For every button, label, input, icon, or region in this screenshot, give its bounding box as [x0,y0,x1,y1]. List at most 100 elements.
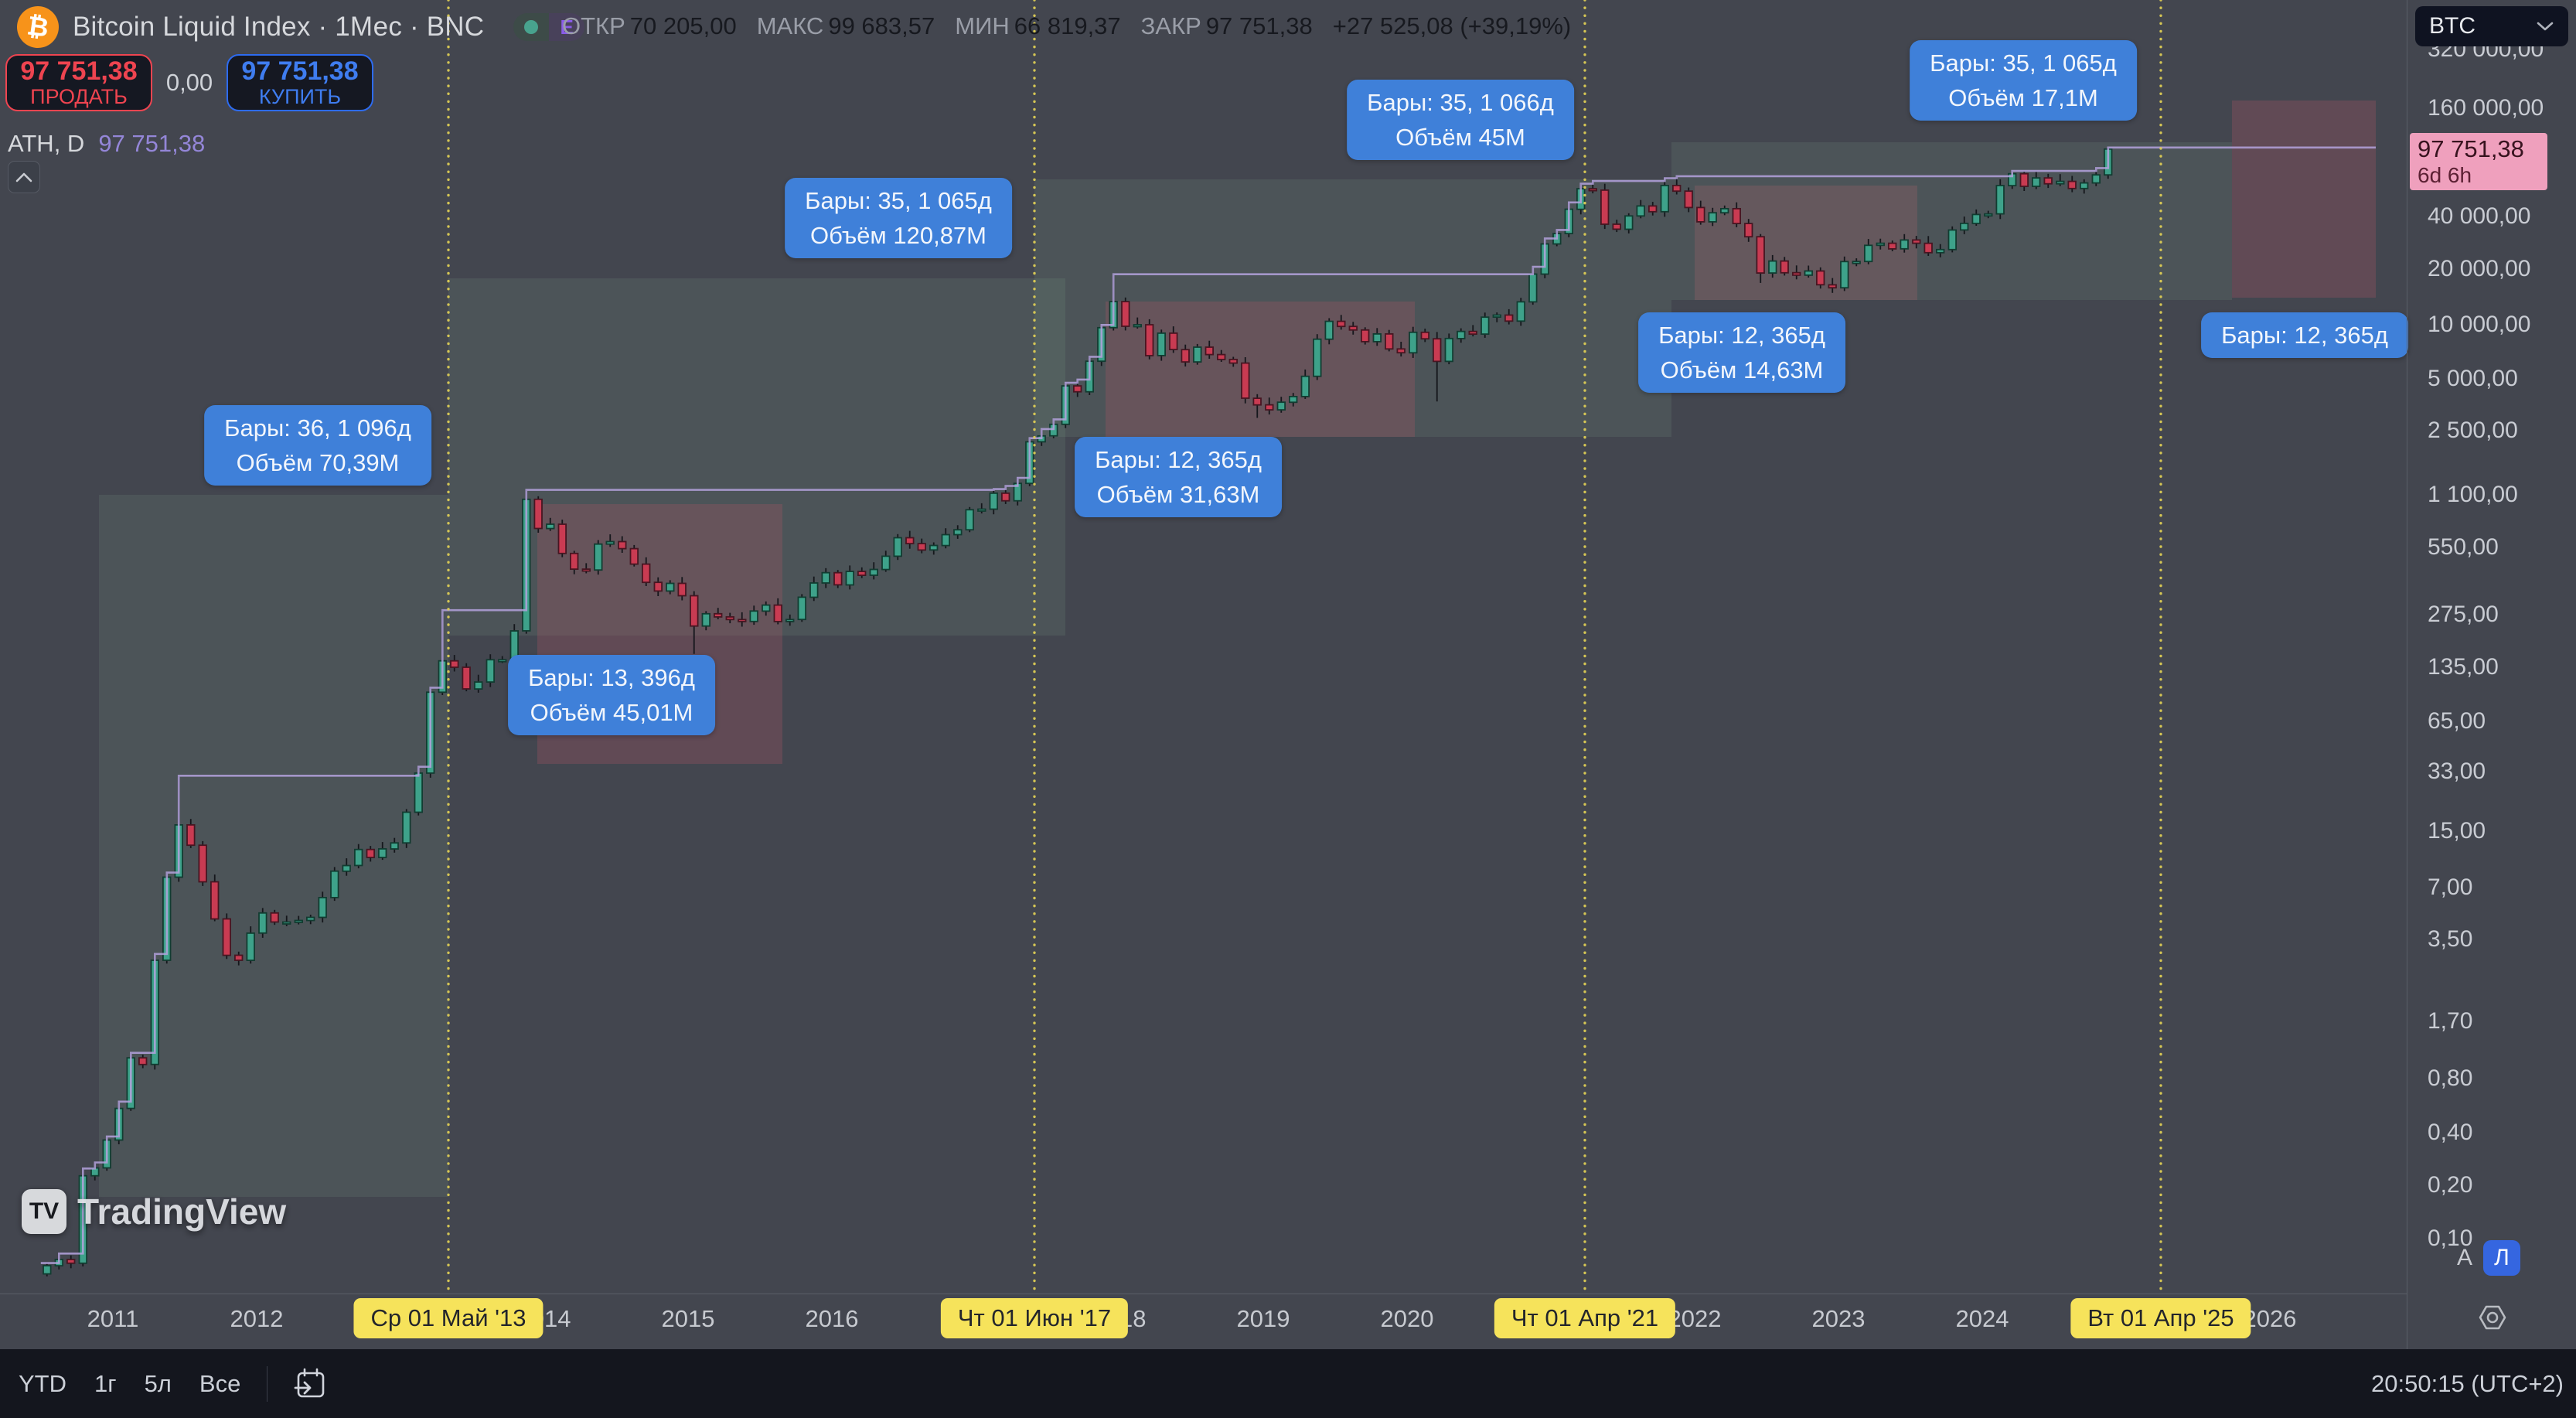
ohlc-pair: ОТКР 70 205,00 [562,12,737,40]
price-tick: 275,00 [2428,602,2499,627]
ohlc-value: 99 683,57 [828,12,935,39]
position-boxes [99,101,2376,1197]
bars-volume-label[interactable]: Бары: 12, 365д Объём 14,63М [1638,312,1845,393]
year-tick: 2020 [1380,1305,1434,1332]
bars-volume-label[interactable]: Бары: 12, 365д [2201,312,2408,358]
buy-button[interactable]: 97 751,38 КУПИТЬ [227,54,373,111]
price-tick: 2 500,00 [2428,418,2518,443]
price-tick: 550,00 [2428,534,2499,560]
year-tick: 2024 [1955,1305,2009,1332]
chart-settings-button[interactable] [2474,1299,2511,1336]
ohlc-value: 97 751,38 [1205,12,1313,39]
ath-line [40,146,2376,1264]
change-value: +27 525,08 (+39,19%) [1332,12,1572,39]
symbol-title[interactable]: Bitcoin Liquid Index · 1Мес · BNC [73,12,485,42]
price-tick: 65,00 [2428,708,2486,734]
last-price-countdown-label: 97 751,38 6d 6h [2410,133,2547,190]
clock[interactable]: 20:50:15 (UTC+2) [2371,1369,2564,1397]
price-tick: 7,00 [2428,874,2473,900]
range-button[interactable]: 1г [94,1369,117,1397]
currency-dropdown[interactable]: BTC [2415,6,2568,46]
scale-mode-toggles: А Л [2457,1240,2521,1276]
price-tick: 0,20 [2428,1172,2473,1198]
bars-volume-text: Объём 70,39М [236,449,400,476]
symbol-header: ₿ Bitcoin Liquid Index · 1Мес · BNC Е [14,3,585,51]
cycle-date-marker[interactable]: Чт 01 Июн '17 [940,1298,1129,1338]
sell-button[interactable]: 97 751,38 ПРОДАТЬ [5,54,152,111]
calendar-arrow-icon [294,1368,325,1397]
bars-volume-text: Объём 45,01М [530,699,693,726]
bars-count-text: Бары: 35, 1 065д [805,187,992,214]
position-box-loss [1106,302,1415,437]
price-tick: 33,00 [2428,758,2486,784]
chevron-up-icon [15,172,32,182]
gear-icon [2479,1305,2506,1330]
bars-volume-label[interactable]: Бары: 36, 1 096д Объём 70,39М [204,405,431,486]
tradingview-watermark: TV TradingView [22,1189,286,1234]
bars-count-text: Бары: 35, 1 065д [1930,49,2117,77]
bars-volume-text: Объём 45М [1395,124,1525,151]
bars-count-text: Бары: 12, 365д [2221,322,2388,349]
bars-volume-label[interactable]: Бары: 13, 396д Объём 45,01М [508,655,715,735]
price-tick: 160 000,00 [2428,95,2544,121]
sell-price: 97 751,38 [20,56,138,86]
collapse-panel-button[interactable] [8,161,40,193]
bars-volume-label[interactable]: Бары: 35, 1 066д Объём 45М [1347,80,1574,160]
ohlc-values-row: ОТКР 70 205,00 МАКС 99 683,57 МИН 66 819… [562,12,1571,40]
bars-count-text: Бары: 12, 365д [1658,322,1825,349]
bottom-toolbar: YTD 1г 5л Все 20:50:15 (UTC+2) [0,1349,2576,1418]
bars-volume-label[interactable]: Бары: 35, 1 065д Объём 17,1М [1910,40,2137,121]
time-scale[interactable]: 2011201220132014201520162017201820192020… [0,1294,2407,1349]
bar-countdown: 6d 6h [2418,163,2472,187]
ohlc-pair: МАКС 99 683,57 [757,12,935,40]
ohlc-label: ЗАКР [1140,12,1201,39]
price-scale[interactable]: 320 000,00 160 000,00 40 000,00 20 000,00 10… [2407,0,2576,1349]
price-tick: 135,00 [2428,654,2499,680]
spread-value: 0,00 [165,69,213,96]
range-button[interactable]: 5л [144,1369,172,1397]
bars-volume-text: Объём 17,1М [1948,84,2098,111]
cycle-date-marker[interactable]: Ср 01 Май '13 [353,1298,543,1338]
bars-volume-label[interactable]: Бары: 12, 365д Объём 31,63М [1075,437,1282,517]
year-tick: 2022 [1668,1305,1722,1332]
position-box-loss [2232,101,2376,298]
bars-volume-text: Объём 31,63М [1096,481,1260,508]
year-tick: 2015 [661,1305,715,1332]
badge-e-icon: Е [549,13,585,41]
price-tick: 0,40 [2428,1120,2473,1145]
cycle-dashed-lines [447,0,2162,1294]
indicator-row[interactable]: ATH, D 97 751,38 [8,130,205,158]
ohlc-label: МИН [955,12,1010,39]
ohlc-label: МАКС [756,12,824,39]
tradingview-logo-icon: TV [22,1189,66,1234]
bars-count-text: Бары: 35, 1 066д [1367,89,1554,116]
data-mode-toggle[interactable]: Е [513,13,585,41]
ohlc-pair: МИН 66 819,37 [955,12,1120,40]
auto-scale-toggle[interactable]: А [2457,1245,2473,1270]
log-scale-toggle[interactable]: Л [2483,1240,2521,1276]
price-tick: 1,70 [2428,1008,2473,1034]
ohlc-label: ОТКР [562,12,625,39]
sell-action-label: ПРОДАТЬ [30,85,128,108]
bars-count-text: Бары: 36, 1 096д [224,414,411,441]
indicator-name: ATH, D [8,130,85,157]
bars-volume-label[interactable]: Бары: 35, 1 065д Объём 120,87М [785,178,1012,258]
tradingview-logo-text: TradingView [77,1191,287,1232]
range-button[interactable]: Все [199,1369,241,1397]
position-box-gain [1671,142,2232,300]
cycle-date-marker[interactable]: Вт 01 Апр '25 [2070,1298,2251,1338]
buy-price: 97 751,38 [241,56,359,86]
goto-date-button[interactable] [292,1366,328,1402]
currency-label: BTC [2429,13,2475,39]
cycle-date-marker[interactable]: Чт 01 Апр '21 [1494,1298,1676,1338]
ath-indicator-line [40,146,2376,1264]
price-tick: 5 000,00 [2428,366,2518,391]
ohlc-value: 66 819,37 [1014,12,1121,39]
range-button[interactable]: YTD [19,1369,66,1397]
candlestick-chart[interactable] [0,0,2407,1294]
year-tick: 2023 [1811,1305,1866,1332]
buy-action-label: КУПИТЬ [258,85,342,108]
price-tick: 0,80 [2428,1065,2473,1091]
bitcoin-icon: ₿ [14,3,62,51]
